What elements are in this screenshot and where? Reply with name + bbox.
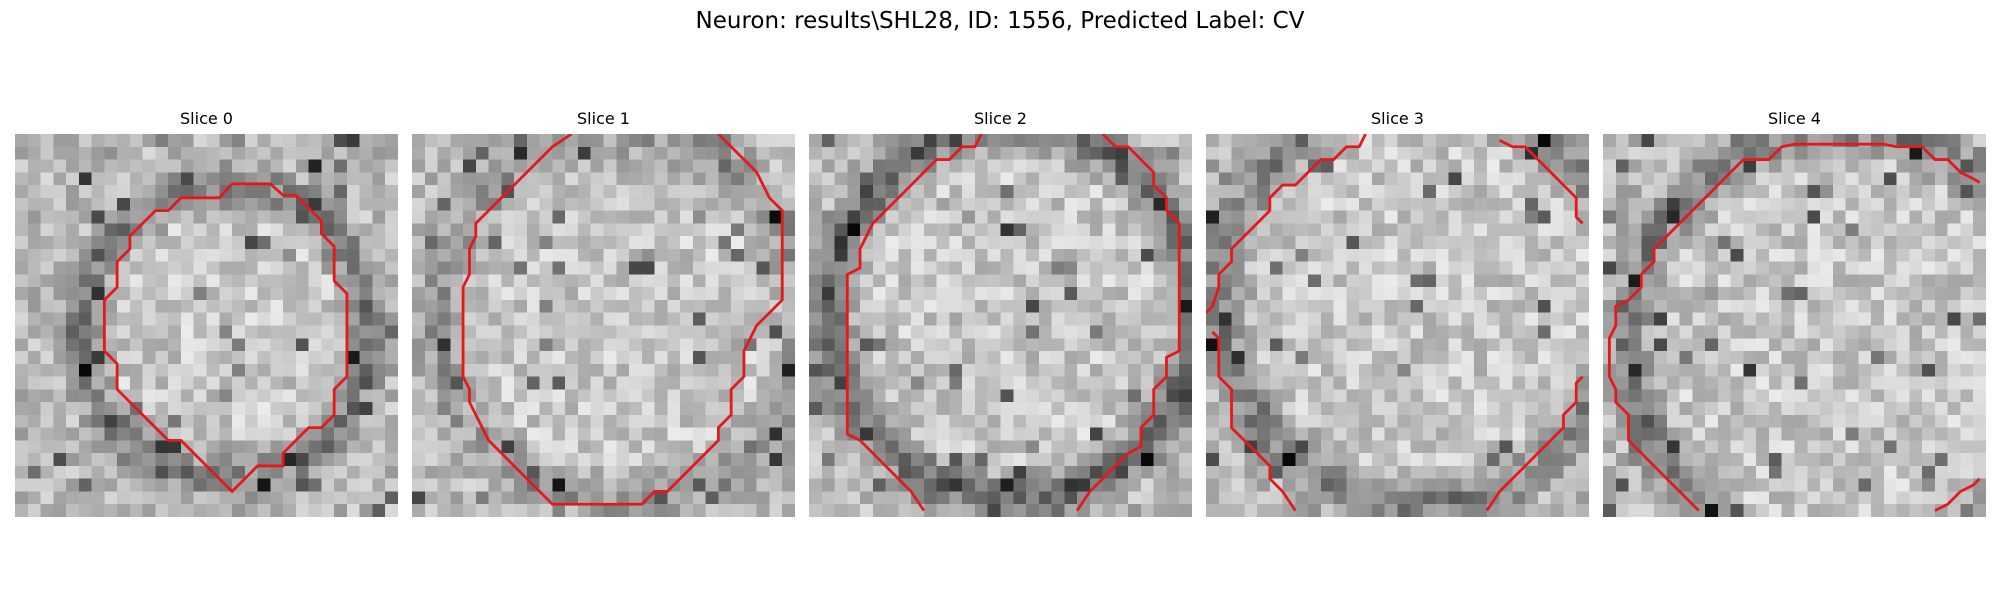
figure-title: Neuron: results\SHL28, ID: 1556, Predict… xyxy=(695,8,1305,34)
slice-1-contour xyxy=(461,134,784,506)
slice-2-title: Slice 2 xyxy=(974,109,1027,128)
slice-4-contour xyxy=(1607,142,1981,512)
slice-2-pixel-grid xyxy=(809,134,1192,517)
slice-2-image xyxy=(809,134,1192,517)
slice-1-image xyxy=(412,134,795,517)
slice-3-image xyxy=(1206,134,1589,517)
slice-2-contour-right xyxy=(1075,134,1181,512)
slice-1-title: Slice 1 xyxy=(577,109,630,128)
slice-3-contour xyxy=(1206,134,1367,314)
slice-4-image xyxy=(1603,134,1986,517)
slice-4-title: Slice 4 xyxy=(1768,109,1821,128)
slice-4-pixel-grid xyxy=(1603,134,1986,517)
slice-0-title: Slice 0 xyxy=(180,109,233,128)
slice-2-contour xyxy=(845,134,983,512)
slice-0-contour xyxy=(102,182,349,494)
slice-0-pixel-grid xyxy=(15,134,398,517)
slice-3-contour-lower-right xyxy=(1485,375,1584,512)
slice-3-title: Slice 3 xyxy=(1371,109,1424,128)
slice-3-contour-right xyxy=(1499,139,1584,225)
slice-4-contour-lower-right xyxy=(1934,477,1981,512)
slice-1-pixel-grid xyxy=(412,134,795,517)
slice-0-image xyxy=(15,134,398,517)
slice-3-contour-left xyxy=(1211,330,1297,512)
